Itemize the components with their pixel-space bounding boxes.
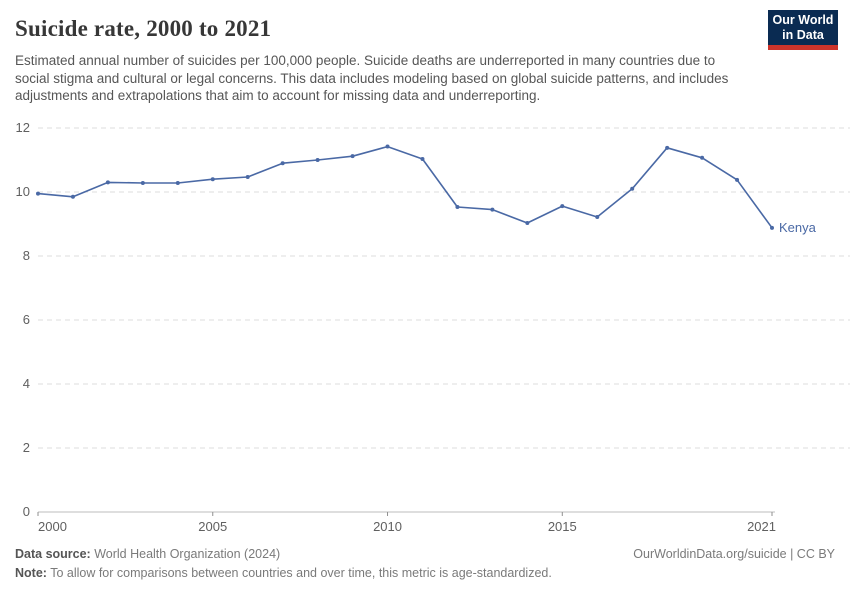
y-tick-label-2: 2 (23, 440, 30, 455)
y-tick-label-12: 12 (16, 120, 30, 135)
x-tick-label-2021: 2021 (747, 519, 776, 534)
chart-footer: Data source: World Health Organization (… (15, 545, 835, 583)
series-line-kenya (37, 145, 773, 229)
data-point-2012[interactable] (455, 205, 460, 210)
data-point-2004[interactable] (175, 181, 180, 186)
y-tick-label-4: 4 (23, 376, 30, 391)
data-point-2010[interactable] (385, 144, 390, 149)
data-point-2011[interactable] (420, 157, 425, 162)
note-label: Note: (15, 566, 47, 580)
owid-logo-line2: in Data (782, 28, 824, 42)
data-point-2007[interactable] (280, 161, 285, 166)
data-point-2013[interactable] (490, 207, 495, 212)
x-tick-label-2015: 2015 (548, 519, 577, 534)
data-point-2009[interactable] (350, 154, 355, 159)
owid-logo[interactable]: Our World in Data (768, 10, 838, 50)
series-end-label[interactable]: Kenya (779, 220, 817, 235)
note: Note: To allow for comparisons between c… (15, 564, 552, 583)
data-point-2001[interactable] (70, 194, 75, 199)
data-point-2014[interactable] (525, 221, 530, 226)
data-point-2015[interactable] (560, 204, 565, 209)
data-point-2005[interactable] (210, 177, 215, 182)
y-tick-label-8: 8 (23, 248, 30, 263)
note-value: To allow for comparisons between countri… (46, 566, 552, 580)
x-tick-label-2010: 2010 (373, 519, 402, 534)
chart-title: Suicide rate, 2000 to 2021 (15, 16, 272, 41)
y-tick-label-6: 6 (23, 312, 30, 327)
data-point-2002[interactable] (105, 180, 110, 185)
license-text: OurWorldinData.org/suicide | CC BY (633, 547, 835, 561)
data-source: Data source: World Health Organization (… (15, 545, 280, 564)
data-source-label: Data source: (15, 547, 91, 561)
x-tick-label-2005: 2005 (198, 519, 227, 534)
y-tick-label-10: 10 (16, 184, 30, 199)
data-point-2017[interactable] (630, 186, 635, 191)
data-point-2021[interactable] (770, 225, 774, 230)
data-point-2008[interactable] (315, 158, 320, 162)
x-tick-label-2000: 2000 (38, 519, 67, 534)
line-chart-plot-area[interactable]: 0 2 4 6 8 10 12 2000 2005 2010 2015 2021 Kenya (0, 115, 850, 545)
data-point-2020[interactable] (735, 177, 740, 182)
data-point-2018[interactable] (665, 145, 670, 150)
y-tick-label-0: 0 (23, 504, 30, 519)
chart-subtitle: Estimated annual number of suicides per … (15, 53, 729, 103)
data-point-2003[interactable] (140, 181, 145, 186)
owid-logo-line1: Our World (772, 13, 834, 27)
data-point-2006[interactable] (245, 174, 250, 179)
data-point-2016[interactable] (595, 214, 600, 219)
data-point-2000[interactable] (36, 191, 40, 196)
data-source-value: World Health Organization (2024) (90, 547, 281, 561)
data-point-2019[interactable] (700, 155, 705, 160)
